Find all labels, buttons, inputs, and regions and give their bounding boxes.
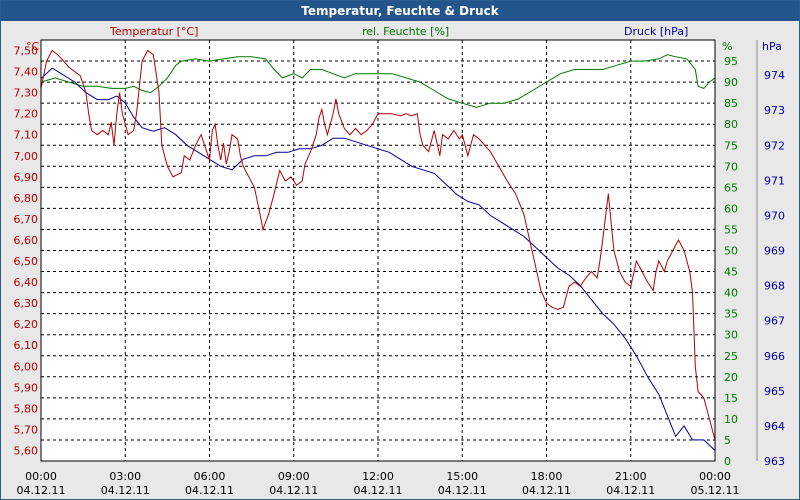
temperature-tick-label: 6,50	[14, 255, 39, 268]
temperature-axis: 7,50 7,40 7,30 7,20 7,10 7,00 6,90 6,80 6,70 6,60…	[14, 45, 39, 458]
humidity-tick-label: 75	[724, 139, 738, 152]
window-title: Temperatur, Feuchte & Druck	[1, 1, 799, 21]
x-tick-date: 04.12.11	[269, 484, 318, 497]
pressure-tick-label: 974	[764, 69, 785, 82]
pressure-tick-label: 965	[764, 385, 785, 398]
temperature-tick-label: 6,80	[14, 192, 39, 205]
pressure-tick-label: 964	[764, 420, 785, 433]
pressure-tick-label: 971	[764, 174, 785, 187]
x-tick-date: 04.12.11	[101, 484, 150, 497]
temperature-tick-label: 7,40	[14, 66, 39, 79]
temperature-tick-label: 6,30	[14, 297, 39, 310]
pressure-tick-label: 972	[764, 139, 785, 152]
x-tick-time: 00:00	[25, 470, 57, 483]
x-tick-time: 12:00	[362, 470, 394, 483]
x-axis: 00:0004.12.1103:0004.12.1106:0004.12.110…	[17, 470, 740, 497]
humidity-tick-label: 40	[724, 287, 738, 300]
plot-border	[40, 39, 716, 462]
humidity-tick-label: 70	[724, 160, 738, 173]
pressure-tick-label: 966	[764, 350, 785, 363]
pressure-tick-label: 970	[764, 209, 785, 222]
temperature-unit: °C	[26, 40, 40, 53]
temperature-tick-label: 6,70	[14, 213, 39, 226]
x-tick-time: 06:00	[194, 470, 226, 483]
grid-lines	[41, 40, 715, 461]
temperature-tick-label: 6,00	[14, 360, 39, 373]
humidity-tick-label: 55	[724, 223, 738, 236]
pressure-axis: 974 973 972 971 970 969 968 967 966 965 964 963	[756, 40, 785, 468]
pressure-tick-label: 968	[764, 280, 785, 293]
humidity-tick-label: 5	[724, 434, 731, 447]
temperature-legend: Temperatur [°C]	[109, 25, 198, 38]
pressure-series-line	[40, 67, 716, 451]
x-tick-time: 09:00	[278, 470, 310, 483]
humidity-tick-label: 65	[724, 181, 738, 194]
humidity-legend: rel. Feuchte [%]	[362, 25, 449, 38]
humidity-tick-label: 0	[724, 455, 731, 468]
humidity-tick-label: 10	[724, 413, 738, 426]
temperature-tick-label: 6,90	[14, 171, 39, 184]
pressure-tick-label: 973	[764, 104, 785, 117]
x-tick-time: 15:00	[446, 470, 478, 483]
temperature-tick-label: 5,90	[14, 381, 39, 394]
humidity-tick-label: 35	[724, 308, 738, 321]
humidity-tick-label: 85	[724, 97, 738, 110]
humidity-tick-label: 45	[724, 266, 738, 279]
temperature-tick-label: 6,60	[14, 234, 39, 247]
temperature-tick-label: 7,30	[14, 87, 39, 100]
temperature-tick-label: 6,20	[14, 318, 39, 331]
temperature-tick-label: 7,10	[14, 129, 39, 142]
humidity-tick-label: 50	[724, 245, 738, 258]
x-tick-time: 00:00	[699, 470, 731, 483]
x-tick-date: 04.12.11	[606, 484, 655, 497]
humidity-tick-label: 30	[724, 329, 738, 342]
humidity-series-line	[40, 54, 716, 108]
x-tick-date: 04.12.11	[354, 484, 403, 497]
temperature-tick-label: 7,50	[14, 45, 39, 58]
temperature-tick-label: 5,60	[14, 444, 39, 457]
x-tick-date: 04.12.11	[522, 484, 571, 497]
temperature-tick-label: 7,00	[14, 150, 39, 163]
x-tick-time: 21:00	[615, 470, 647, 483]
temperature-tick-label: 7,20	[14, 108, 39, 121]
x-tick-time: 18:00	[531, 470, 563, 483]
humidity-tick-label: 90	[724, 76, 738, 89]
x-tick-time: 03:00	[109, 470, 141, 483]
x-tick-date: 05.12.11	[691, 484, 740, 497]
temperature-tick-label: 5,70	[14, 423, 39, 436]
humidity-tick-label: 95	[724, 55, 738, 68]
humidity-tick-label: 80	[724, 118, 738, 131]
temperature-tick-label: 6,40	[14, 276, 39, 289]
pressure-tick-label: 969	[764, 245, 785, 258]
x-tick-date: 04.12.11	[438, 484, 487, 497]
pressure-legend: Druck [hPa]	[624, 25, 688, 38]
humidity-unit: %	[722, 40, 732, 53]
humidity-tick-label: 60	[724, 202, 738, 215]
x-tick-date: 04.12.11	[185, 484, 234, 497]
humidity-tick-label: 20	[724, 371, 738, 384]
x-tick-date: 04.12.11	[17, 484, 66, 497]
humidity-tick-label: 25	[724, 350, 738, 363]
temperature-series-line	[40, 49, 716, 441]
humidity-tick-label: 15	[724, 392, 738, 405]
pressure-tick-label: 963	[764, 455, 785, 468]
temperature-tick-label: 5,80	[14, 402, 39, 415]
series-lines	[40, 49, 716, 451]
temperature-tick-label: 6,10	[14, 339, 39, 352]
pressure-tick-label: 967	[764, 315, 785, 328]
pressure-unit: hPa	[762, 40, 782, 53]
